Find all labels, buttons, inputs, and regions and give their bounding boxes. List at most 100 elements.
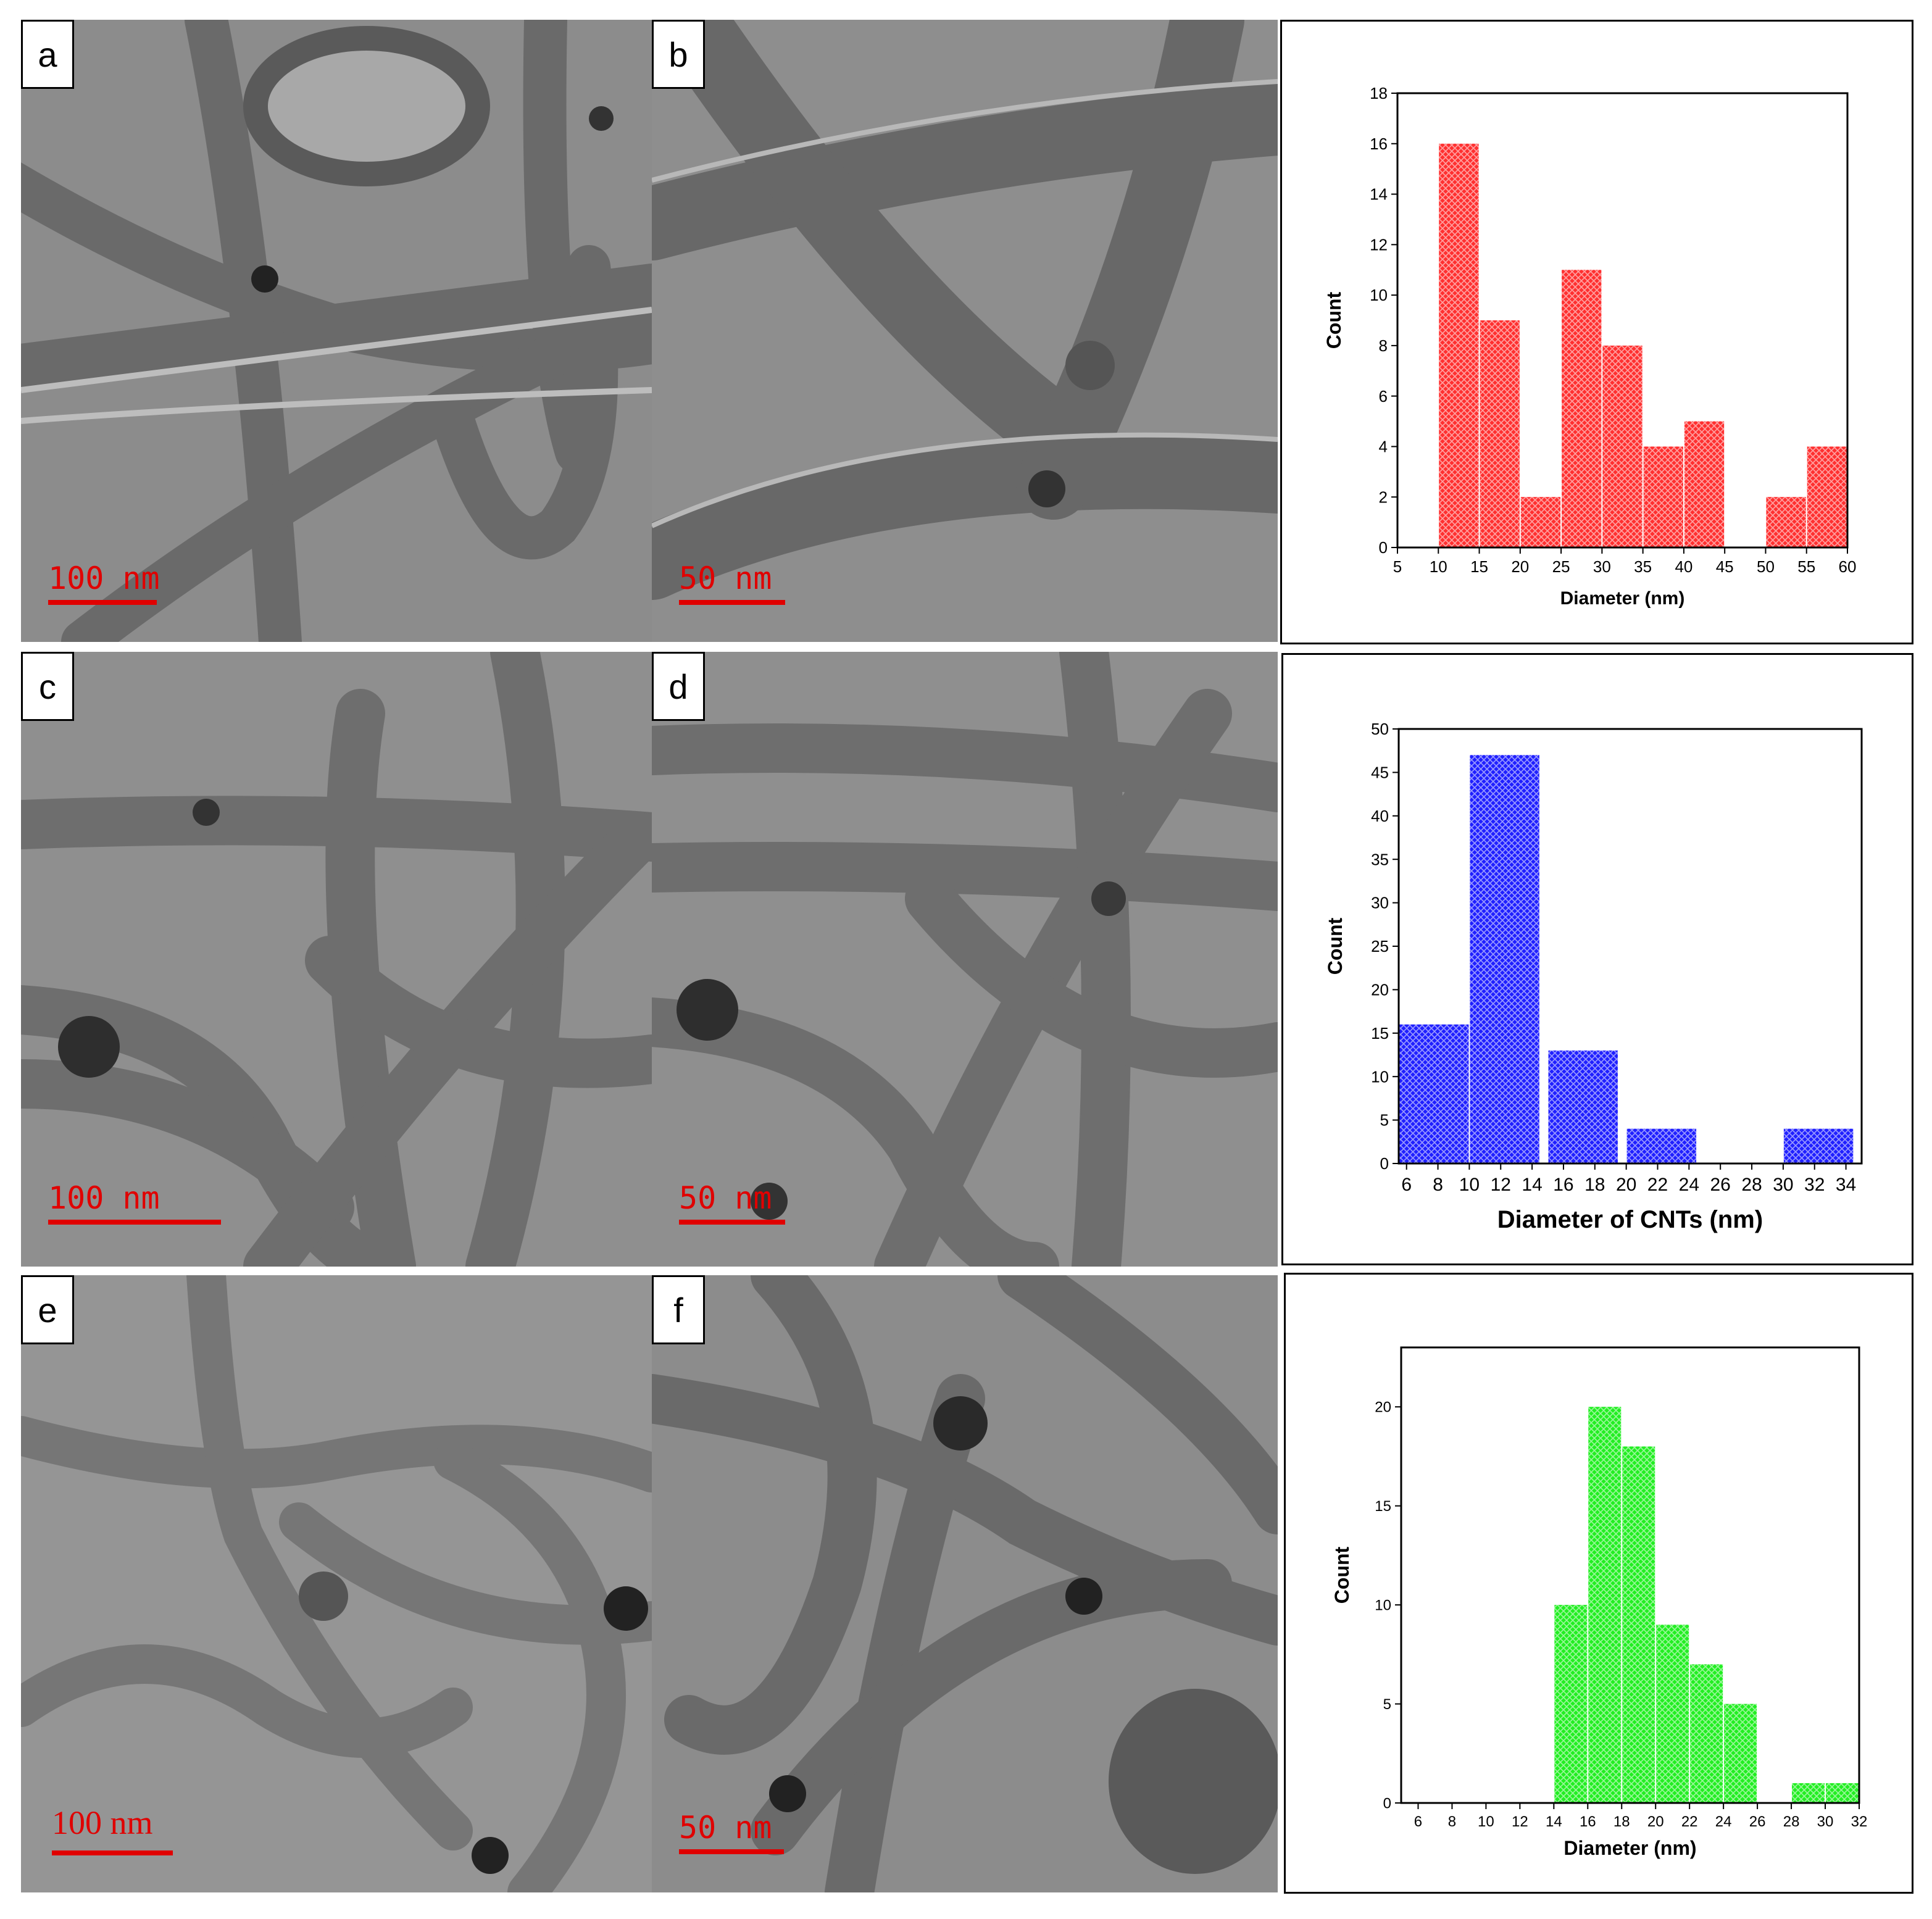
y-tick-label: 10 <box>1370 286 1388 304</box>
x-tick-label: 6 <box>1414 1813 1422 1830</box>
bar-texture <box>1766 497 1806 547</box>
y-tick-label: 10 <box>1375 1597 1391 1614</box>
x-tick-label: 14 <box>1522 1175 1542 1195</box>
panel-label-d: d <box>652 652 705 721</box>
x-tick-label: 20 <box>1647 1813 1664 1830</box>
x-tick-label: 55 <box>1797 557 1815 576</box>
y-tick-label: 5 <box>1380 1111 1389 1130</box>
tem-micrograph-d <box>652 652 1278 1267</box>
panel-label-b: b <box>652 20 705 89</box>
scale-label-c: 100 nm <box>48 1180 160 1216</box>
x-tick-label: 32 <box>1851 1813 1868 1830</box>
y-tick-label: 8 <box>1379 336 1388 355</box>
x-tick-label: 35 <box>1634 557 1652 576</box>
scale-label-e: 100 nm <box>52 1804 153 1841</box>
x-tick-label: 16 <box>1580 1813 1596 1830</box>
scale-bar-d <box>679 1220 785 1225</box>
x-tick-label: 16 <box>1553 1175 1573 1195</box>
bar-texture <box>1562 270 1602 547</box>
y-tick-label: 0 <box>1379 538 1388 557</box>
y-tick-label: 18 <box>1370 84 1388 102</box>
bar-texture <box>1684 421 1725 547</box>
x-tick-label: 34 <box>1836 1175 1856 1195</box>
scale-label-b: 50 nm <box>679 560 772 596</box>
y-tick-label: 10 <box>1371 1067 1389 1086</box>
x-tick-label: 10 <box>1430 557 1447 576</box>
y-tick-label: 5 <box>1383 1696 1391 1713</box>
y-tick-label: 0 <box>1383 1795 1391 1812</box>
y-tick-label: 4 <box>1379 438 1388 456</box>
scale-bar-f <box>679 1849 784 1854</box>
y-tick-label: 14 <box>1370 185 1388 204</box>
x-tick-label: 10 <box>1478 1813 1494 1830</box>
histogram-panel-2: 6 8 10 12 14 16 18 20 22 24 26 28 30 32 34 0 5 10 15 20 25 30… <box>1281 653 1913 1265</box>
scale-label-d: 50 nm <box>679 1180 772 1216</box>
bar-texture <box>1724 1704 1757 1803</box>
bar-texture <box>1626 1128 1697 1163</box>
y-tick-label: 35 <box>1371 850 1389 868</box>
panel-label-c: c <box>21 652 74 721</box>
y-tick-label: 2 <box>1379 488 1388 506</box>
bar-texture <box>1470 755 1539 1163</box>
bar-texture <box>1826 1783 1859 1803</box>
x-tick-label: 40 <box>1675 557 1693 576</box>
tem-image-a: a 100 nm <box>21 20 652 642</box>
bar-texture <box>1588 1407 1622 1803</box>
tem-image-f: f 50 nm <box>652 1275 1278 1892</box>
y-tick-label: 25 <box>1371 937 1389 955</box>
bar-texture <box>1643 446 1683 547</box>
y-tick-label: 0 <box>1380 1154 1389 1173</box>
scale-bar-e <box>52 1850 173 1855</box>
diameter-histogram-3: 6 8 10 12 14 16 18 20 22 24 26 28 30 32 0 5 10 15 20 Diamet… <box>1331 1346 1868 1859</box>
y-tick-label: 16 <box>1370 135 1388 153</box>
x-tick-label: 22 <box>1647 1175 1668 1195</box>
tem-image-b: b 50 nm <box>652 20 1278 642</box>
x-tick-label: 32 <box>1804 1175 1825 1195</box>
x-tick-label: 30 <box>1773 1175 1793 1195</box>
y-tick-label: 15 <box>1371 1024 1389 1043</box>
x-tick-label: 60 <box>1839 557 1857 576</box>
bar-texture <box>1439 143 1479 547</box>
y-axis-title: Count <box>1331 1546 1353 1604</box>
bar-texture <box>1602 345 1643 547</box>
x-tick-label: 12 <box>1512 1813 1528 1830</box>
histogram-panel-1: 5 10 15 20 25 30 35 40 45 50 55 60 0 2 4 6 8 10 12 14 16 18 Di… <box>1280 20 1913 644</box>
tem-micrograph-e <box>21 1275 652 1892</box>
x-tick-label: 14 <box>1546 1813 1562 1830</box>
x-tick-label: 50 <box>1757 557 1775 576</box>
bar-texture <box>1656 1625 1689 1803</box>
y-tick-label: 45 <box>1371 764 1389 782</box>
x-tick-label: 24 <box>1715 1813 1732 1830</box>
diameter-histogram-1: 5 10 15 20 25 30 35 40 45 50 55 60 0 2 4 6 8 10 12 14 16 18 Di… <box>1323 84 1857 609</box>
scale-bar-b <box>679 600 785 605</box>
scale-bar-c <box>48 1220 221 1225</box>
x-tick-label: 24 <box>1679 1175 1699 1195</box>
y-tick-label: 30 <box>1371 894 1389 912</box>
bar-texture <box>1792 1783 1825 1803</box>
x-tick-label: 28 <box>1783 1813 1800 1830</box>
x-tick-label: 5 <box>1393 557 1402 576</box>
x-tick-label: 18 <box>1584 1175 1605 1195</box>
x-tick-label: 25 <box>1552 557 1570 576</box>
bar-texture <box>1783 1128 1854 1163</box>
x-tick-label: 30 <box>1593 557 1611 576</box>
y-tick-label: 50 <box>1371 720 1389 738</box>
diameter-histogram-2: 6 8 10 12 14 16 18 20 22 24 26 28 30 32 34 0 5 10 15 20 25 30… <box>1324 720 1863 1233</box>
x-tick-label: 26 <box>1710 1175 1730 1195</box>
histogram-panel-3: 6 8 10 12 14 16 18 20 22 24 26 28 30 32 0 5 10 15 20 Diamet… <box>1284 1273 1913 1894</box>
x-tick-label: 20 <box>1616 1175 1636 1195</box>
x-tick-label: 8 <box>1433 1175 1443 1195</box>
panel-label-e: e <box>21 1275 74 1344</box>
y-tick-label: 6 <box>1379 387 1388 406</box>
x-tick-label: 8 <box>1448 1813 1456 1830</box>
y-tick-label: 40 <box>1371 807 1389 825</box>
x-tick-label: 30 <box>1817 1813 1834 1830</box>
x-tick-label: 10 <box>1459 1175 1480 1195</box>
x-tick-label: 15 <box>1470 557 1488 576</box>
bar-texture <box>1554 1605 1588 1803</box>
tem-micrograph-c <box>21 652 652 1267</box>
y-axis-title: Count <box>1323 291 1345 349</box>
tem-micrograph-b <box>652 20 1278 642</box>
bar-texture <box>1548 1050 1618 1163</box>
tem-micrograph-f <box>652 1275 1278 1892</box>
